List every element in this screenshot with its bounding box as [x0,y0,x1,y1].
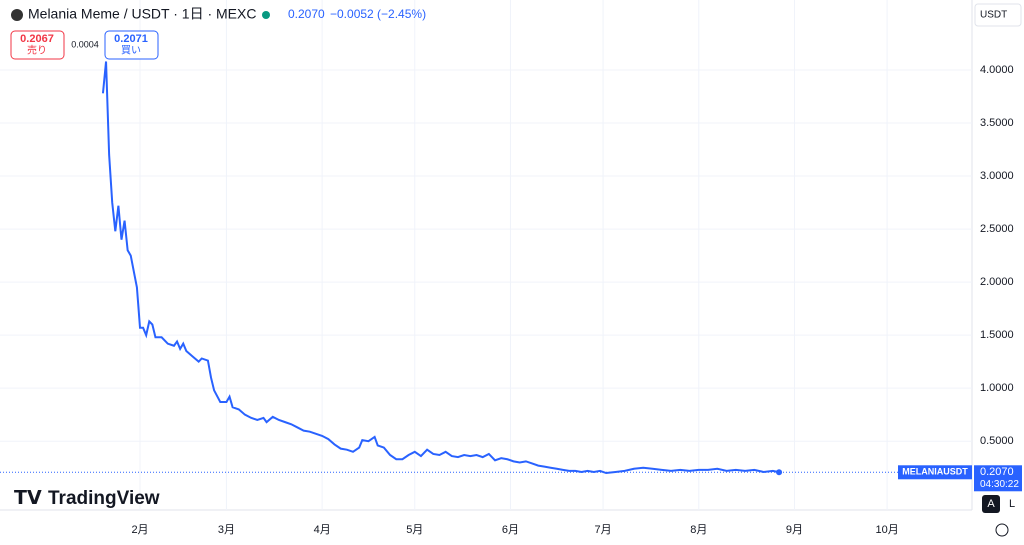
symbol-tag [898,465,972,480]
x-tick-label: 10月 [875,524,898,536]
y-tick-label: 4.0000 [980,64,1014,76]
buy-label: 買い [121,45,141,57]
buy-price: 0.2071 [114,33,148,45]
currency: USDT [980,10,1007,21]
sell-price: 0.2067 [20,33,54,45]
logo: TradingView [48,488,160,509]
symbol-title: Melania Meme / USDT · 1日 · MEXC [28,6,256,22]
y-tick-label: 3.0000 [980,170,1014,182]
symbol-icon [11,9,23,21]
y-tick-label: 0.5000 [980,435,1014,447]
sell-button[interactable] [10,30,65,60]
last-price: 0.2070 [288,7,325,21]
x-tick-label: 3月 [218,524,235,536]
settings-icon[interactable] [995,523,1009,537]
y-tick-label: 1.0000 [980,382,1014,394]
y-tick-label: 2.0000 [980,276,1014,288]
y-tick-label: 1.5000 [980,329,1014,341]
buy-button[interactable] [104,30,159,60]
x-tick-label: 9月 [786,524,803,536]
last-point [776,469,783,476]
price-line [101,61,780,475]
countdown: 04:30:22 [980,479,1019,490]
x-tick-label: 8月 [690,524,707,536]
price-tag-label: 0.2070 [980,466,1014,478]
y-tick-label: 3.5000 [980,117,1014,129]
symbol-tag-label: MELANIAUSDT [902,467,968,477]
auto-label: A [987,498,995,510]
x-tick-label: 5月 [406,524,423,536]
x-tick-label: 7月 [595,524,612,536]
price-tag [974,465,1022,492]
logo-mark: 𝗧𝗩 [14,488,42,509]
y-tick-label: 2.5000 [980,223,1014,235]
currency-button[interactable] [974,3,1022,27]
status-dot [262,11,270,19]
x-tick-label: 4月 [314,524,331,536]
spread: 0.0004 [71,39,99,49]
price-change: −0.0052 (−2.45%) [330,7,426,21]
x-tick-label: 2月 [131,524,148,536]
log-label[interactable]: L [1009,498,1015,510]
auto-button[interactable] [982,495,1000,513]
x-tick-label: 6月 [502,524,519,536]
sell-label: 売り [27,44,47,57]
